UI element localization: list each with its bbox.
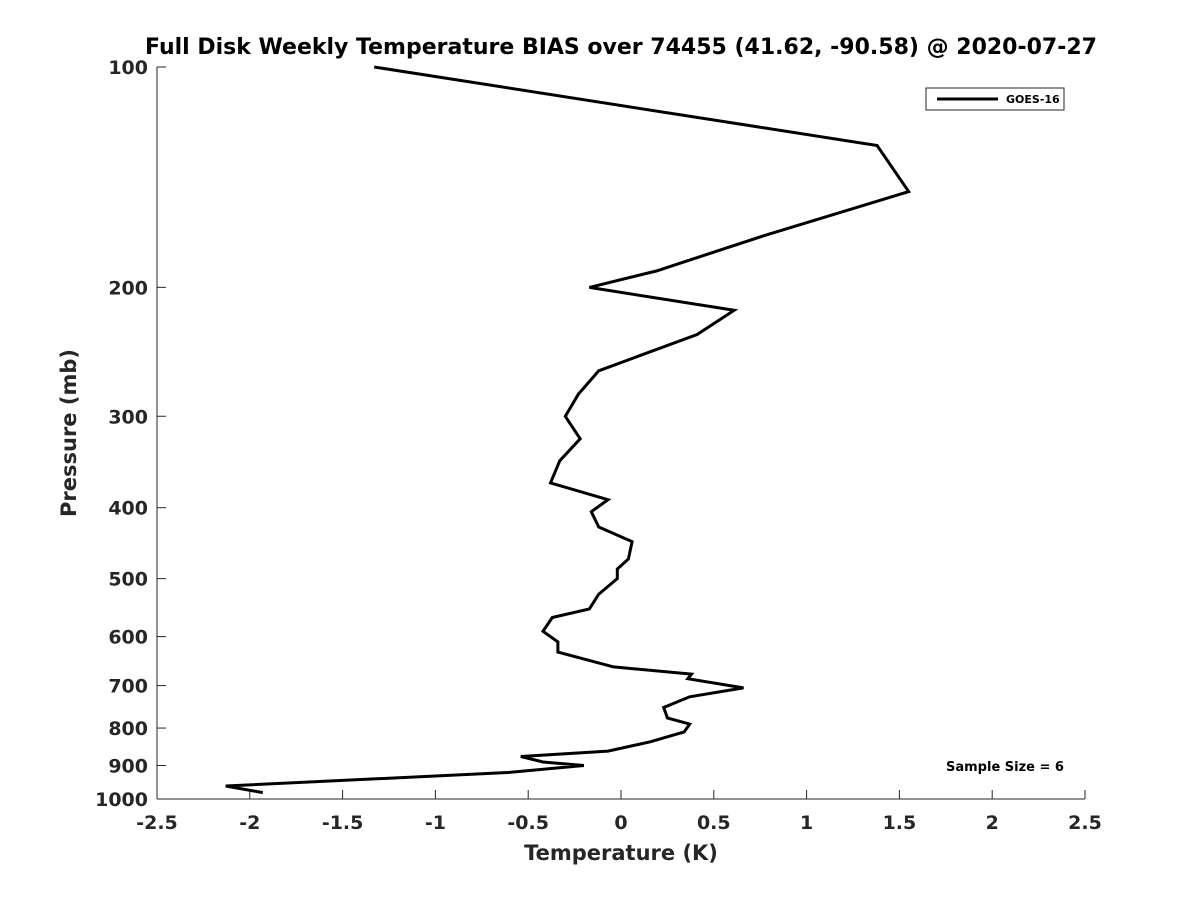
y-tick-label: 100 [108,57,148,79]
series-line-goes-16 [225,65,912,795]
y-tick-label: 1000 [95,789,148,811]
x-ticks: -2.5 -2 -1.5 -1 -0.5 0 0.5 1 1.5 2 2.5 [136,790,1102,834]
y-tick-label: 800 [108,718,148,740]
x-tick-label: -1.5 [322,812,364,834]
y-tick-label: 400 [108,498,148,520]
series-layer [225,65,912,795]
y-tick-label: 900 [108,756,148,778]
x-tick-label: -2.5 [136,812,178,834]
x-tick-label: -2 [239,812,260,834]
y-tick-label: 300 [108,406,148,428]
sample-size-annotation: Sample Size = 6 [946,760,1064,775]
x-tick-label: 1 [800,812,813,834]
y-tick-label: 200 [108,277,148,299]
axes [156,67,1085,800]
x-tick-label: 2 [986,812,999,834]
y-tick-label: 600 [108,627,148,649]
y-tick-label: 700 [108,676,148,698]
x-tick-label: 0 [614,812,627,834]
legend: GOES-16 [925,87,1065,111]
y-ticks: 100 200 300 400 500 600 700 800 900 1000 [95,57,166,811]
x-axis-label: Temperature (K) [524,841,718,865]
x-tick-label: 0.5 [697,812,731,834]
y-tick-label: 500 [108,569,148,591]
x-tick-label: -0.5 [507,812,549,834]
legend-label-goes-16: GOES-16 [1006,93,1060,106]
x-tick-label: 1.5 [883,812,917,834]
x-tick-label: -1 [425,812,446,834]
y-axis-label: Pressure (mb) [57,349,81,517]
x-tick-label: 2.5 [1068,812,1102,834]
chart-title: Full Disk Weekly Temperature BIAS over 7… [145,35,1097,60]
